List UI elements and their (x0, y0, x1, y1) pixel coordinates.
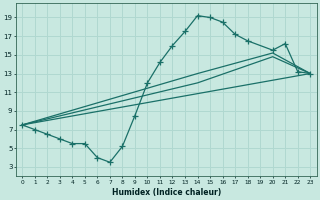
X-axis label: Humidex (Indice chaleur): Humidex (Indice chaleur) (112, 188, 221, 197)
